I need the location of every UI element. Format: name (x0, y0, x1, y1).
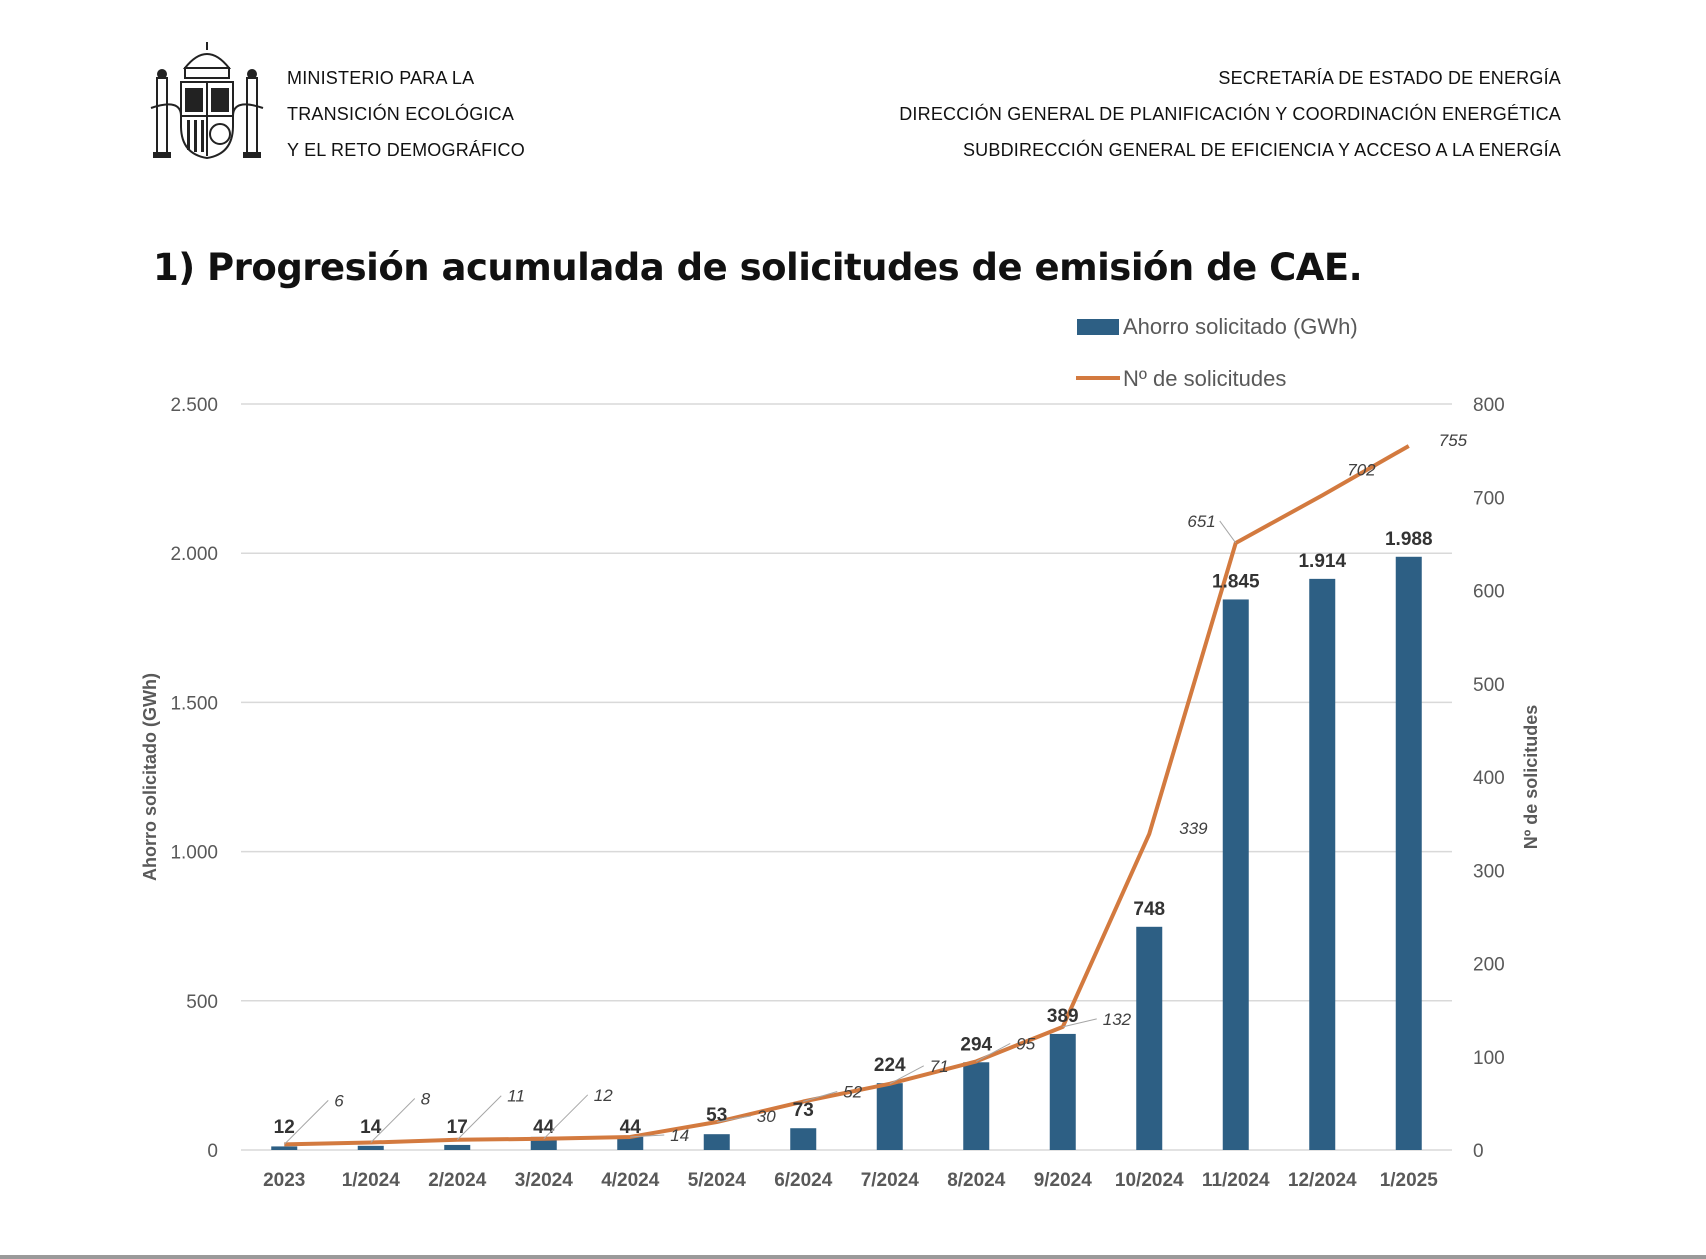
ministry-line-2: TRANSICIÓN ECOLÓGICA (287, 104, 515, 124)
x-axis-tick-label: 5/2024 (688, 1170, 747, 1191)
line-data-label: 755 (1439, 431, 1468, 450)
data-label-leader-line (456, 1095, 502, 1141)
ministry-line-3: Y EL RETO DEMOGRÁFICO (287, 140, 525, 160)
bar-data-label: 44 (620, 1117, 642, 1138)
data-label-leader-line (889, 1065, 924, 1085)
bar-11/2024 (1222, 599, 1249, 1150)
data-label-leader-line (370, 1098, 416, 1143)
bar-9/2024 (1049, 1033, 1076, 1150)
data-label-leader-line (630, 1134, 665, 1138)
data-label-leader-line (976, 1042, 1011, 1062)
bar-6/2024 (790, 1128, 817, 1150)
line-data-label: 12 (594, 1086, 613, 1105)
line-data-label: 132 (1103, 1010, 1132, 1029)
x-axis-tick-label: 6/2024 (774, 1170, 833, 1191)
bar-data-label: 1.988 (1385, 529, 1433, 550)
legend-label-bar: Ahorro solicitado (GWh) (1123, 314, 1358, 339)
bar-10/2024 (1136, 926, 1163, 1150)
x-axis-tick-label: 7/2024 (861, 1170, 920, 1191)
line-series-solicitudes (284, 444, 1410, 1147)
bar-1/2024 (357, 1145, 384, 1150)
bar-5/2024 (703, 1134, 730, 1150)
x-axis-tick-label: 9/2024 (1034, 1170, 1093, 1191)
coat-of-arms-logo (145, 38, 270, 166)
data-label-leader-line (716, 1115, 751, 1123)
legend-label-line: Nº de solicitudes (1123, 366, 1286, 391)
line-data-label: 651 (1187, 512, 1215, 531)
department-line-2: DIRECCIÓN GENERAL DE PLANIFICACIÓN Y COO… (899, 104, 1561, 124)
left-axis-tick-label: 2.500 (170, 395, 218, 416)
legend-swatch-bar (1077, 319, 1119, 335)
department-line-3: SUBDIRECCIÓN GENERAL DE EFICIENCIA Y ACC… (962, 140, 1561, 160)
data-label-leader-line (543, 1094, 589, 1140)
x-axis-tick-label: 4/2024 (601, 1170, 660, 1191)
right-axis-tick-label: 800 (1473, 395, 1505, 416)
left-axis-tick-label: 1.500 (170, 693, 218, 714)
x-axis-tick-label: 3/2024 (515, 1170, 574, 1191)
x-axis-tick-label: 10/2024 (1115, 1170, 1184, 1191)
bar-4/2024 (617, 1136, 644, 1150)
ministry-name: MINISTERIO PARA LA TRANSICIÓN ECOLÓGICA … (287, 60, 525, 168)
line-data-label: 339 (1179, 819, 1208, 838)
right-axis-tick-label: 100 (1473, 1048, 1505, 1069)
x-axis-tick-label: 1/2024 (342, 1170, 401, 1191)
data-label-leader-line (283, 1100, 329, 1145)
bar-data-label: 73 (793, 1100, 814, 1121)
right-axis-tick-label: 500 (1473, 675, 1505, 696)
bar-12/2024 (1309, 578, 1336, 1150)
page-title: 1) Progresión acumulada de solicitudes d… (153, 246, 1363, 289)
line-data-label: 52 (843, 1083, 862, 1102)
bar-data-label: 14 (360, 1117, 382, 1138)
bar-7/2024 (876, 1083, 903, 1150)
data-label-leader-line (803, 1091, 838, 1102)
department-names: SECRETARÍA DE ESTADO DE ENERGÍA DIRECCIÓ… (899, 60, 1561, 168)
left-axis-tick-label: 2.000 (170, 544, 218, 565)
bar-data-label: 17 (447, 1117, 468, 1138)
bar-data-label: 224 (874, 1055, 906, 1076)
x-axis-tick-label: 1/2025 (1380, 1170, 1439, 1191)
bar-data-label: 389 (1047, 1006, 1079, 1027)
x-axis-tick-label: 11/2024 (1202, 1170, 1270, 1191)
right-axis-tick-label: 400 (1473, 768, 1505, 789)
line-data-label: 71 (930, 1057, 949, 1076)
x-axis-tick-label: 12/2024 (1288, 1170, 1357, 1191)
left-axis-tick-label: 1.000 (170, 843, 218, 864)
line-data-label: 95 (1016, 1034, 1035, 1053)
right-axis-tick-label: 700 (1473, 488, 1505, 509)
right-axis-title: Nº de solicitudes (1521, 705, 1541, 850)
bar-data-label: 44 (533, 1117, 555, 1138)
line-data-label: 8 (421, 1090, 431, 1109)
right-axis-tick-label: 0 (1473, 1141, 1484, 1162)
line-data-label: 14 (670, 1126, 689, 1145)
ministry-line-1: MINISTERIO PARA LA (287, 68, 475, 88)
bar-8/2024 (963, 1062, 990, 1150)
data-label-leader-line (1219, 520, 1237, 544)
left-axis-title: Ahorro solicitado (GWh) (140, 673, 160, 881)
x-axis-tick-label: 2023 (263, 1170, 305, 1191)
bar-1/2025 (1395, 556, 1422, 1150)
bar-data-label: 748 (1133, 899, 1165, 920)
x-axis-tick-label: 2/2024 (428, 1170, 487, 1191)
bar-2023 (271, 1146, 298, 1150)
right-axis-tick-label: 600 (1473, 582, 1505, 603)
line-data-label: 6 (334, 1091, 344, 1110)
left-axis-tick-label: 500 (186, 992, 218, 1013)
data-label-leader-line (1062, 1018, 1097, 1028)
bar-data-label: 1.914 (1298, 551, 1346, 572)
right-axis-tick-label: 300 (1473, 861, 1505, 882)
bar-data-label: 1.845 (1212, 571, 1260, 592)
bar-data-label: 294 (960, 1034, 992, 1055)
department-line-1: SECRETARÍA DE ESTADO DE ENERGÍA (1218, 68, 1561, 88)
line-data-label: 11 (507, 1087, 525, 1106)
x-axis-tick-label: 8/2024 (947, 1170, 1006, 1191)
bar-2/2024 (444, 1144, 471, 1150)
line-data-label: 702 (1347, 460, 1376, 479)
bar-data-label: 53 (706, 1105, 727, 1126)
bar-data-label: 12 (274, 1117, 295, 1138)
right-axis-tick-label: 200 (1473, 955, 1505, 976)
left-axis-tick-label: 0 (207, 1141, 218, 1162)
line-data-label: 30 (757, 1107, 776, 1126)
page-bottom-divider (0, 1255, 1706, 1259)
